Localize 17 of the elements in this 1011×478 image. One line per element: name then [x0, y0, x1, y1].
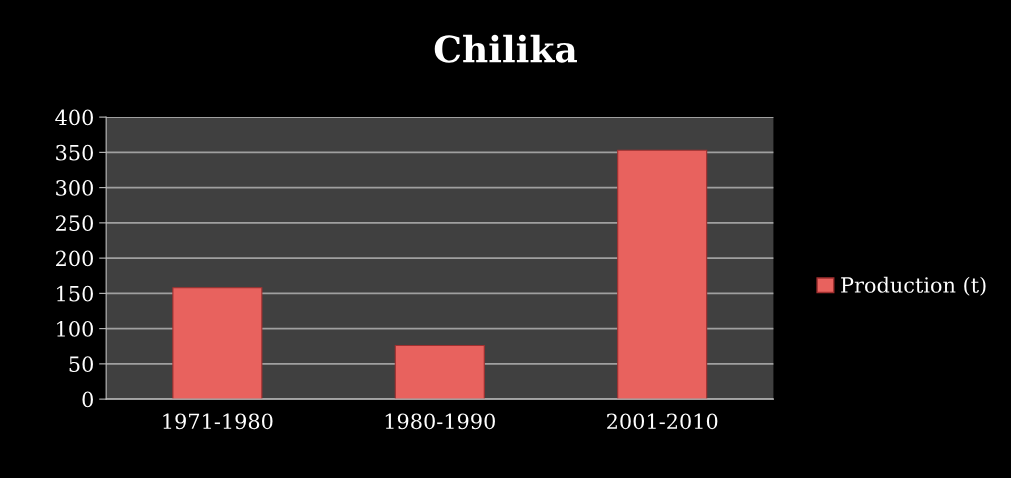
y-tick-label: 250	[56, 215, 93, 232]
bar	[172, 287, 263, 400]
bar	[617, 149, 708, 400]
bar	[394, 344, 485, 400]
y-tick-label: 200	[56, 250, 93, 267]
legend-label: Production (t)	[841, 276, 986, 296]
y-tick-label: 50	[69, 356, 93, 373]
x-tick-label: 1980-1990	[385, 413, 495, 430]
chart-title: Chilika	[434, 34, 577, 63]
y-tick-label: 350	[56, 144, 93, 161]
x-tick-label: 2001-2010	[607, 413, 718, 430]
y-tick-label: 0	[82, 391, 93, 408]
x-tick-label: 1971-1980	[163, 413, 273, 430]
y-tick-label: 100	[57, 321, 93, 337]
y-tick-label: 300	[56, 180, 93, 196]
y-tick-label: 150	[57, 285, 93, 302]
y-tick-label: 400	[55, 109, 93, 126]
